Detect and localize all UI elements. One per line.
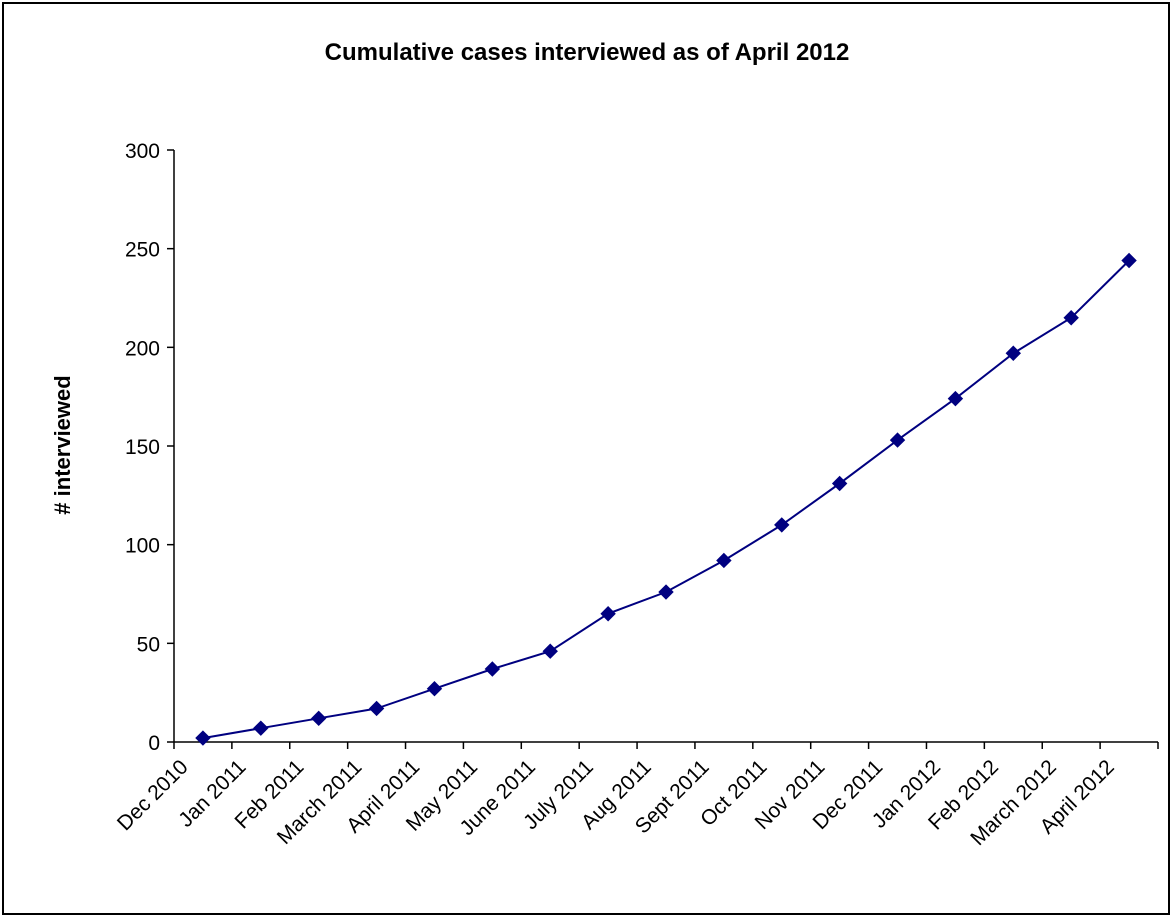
data-point: [600, 606, 616, 622]
y-ticks: 0 50 100 150 200 250 300: [125, 140, 174, 755]
data-point: [774, 517, 790, 533]
y-tick-label: 300: [125, 140, 160, 163]
data-point: [658, 584, 674, 600]
data-point: [1063, 310, 1079, 326]
y-tick-label: 150: [125, 436, 160, 459]
axes: [173, 150, 1158, 743]
y-tick-label: 50: [137, 633, 160, 656]
data-point: [195, 730, 211, 746]
data-point: [1121, 252, 1137, 269]
y-tick-label: 0: [148, 732, 160, 755]
data-point: [542, 643, 558, 659]
data-point: [889, 432, 906, 448]
x-tick-label: Dec 2010: [113, 755, 193, 835]
data-point: [831, 475, 848, 492]
series-group: [195, 252, 1137, 746]
data-point: [253, 720, 269, 736]
data-point: [716, 552, 732, 569]
data-point: [947, 390, 964, 407]
data-point: [426, 681, 443, 697]
data-point: [484, 661, 501, 677]
data-point: [368, 700, 385, 717]
series-line: [202, 259, 1130, 740]
y-tick-label: 250: [125, 239, 160, 262]
data-point: [310, 710, 327, 727]
y-tick-label: 100: [125, 535, 160, 558]
y-axis-label: # interviewed: [50, 375, 75, 514]
chart-title: Cumulative cases interviewed as of April…: [325, 39, 850, 66]
y-tick-label: 200: [125, 337, 160, 360]
data-point: [1005, 345, 1022, 361]
